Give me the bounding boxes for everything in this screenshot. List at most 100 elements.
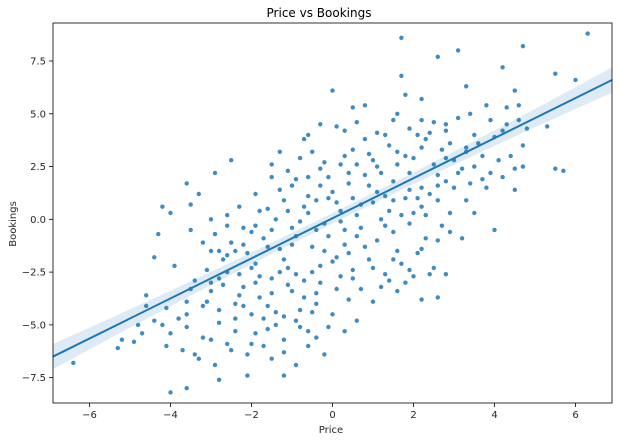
data-point [200, 335, 206, 340]
data-point [370, 299, 376, 304]
data-point [306, 132, 311, 138]
data-point [435, 198, 440, 203]
data-point [387, 278, 392, 283]
data-point [370, 200, 376, 205]
data-point [472, 164, 477, 169]
data-point [293, 272, 299, 277]
data-point [261, 236, 266, 241]
data-point [277, 246, 282, 252]
data-point [220, 257, 226, 262]
data-point [362, 172, 368, 178]
data-point [391, 257, 396, 262]
data-point [152, 318, 157, 323]
data-point [322, 160, 327, 165]
data-point [310, 244, 315, 249]
x-ticks: −6 −4 −2 0 2 4 6 [82, 403, 579, 421]
data-point [374, 130, 380, 135]
data-point [455, 115, 461, 121]
data-point [322, 248, 327, 254]
data-point [516, 103, 521, 108]
data-point [180, 348, 185, 353]
data-point [306, 329, 311, 334]
data-point [387, 208, 392, 214]
data-point [464, 84, 469, 89]
data-point [472, 132, 477, 138]
data-point [281, 373, 287, 378]
data-point [245, 250, 250, 256]
data-point [374, 164, 380, 169]
y-tick-label: −5.0 [22, 320, 46, 331]
data-point [500, 128, 505, 133]
data-point [281, 198, 287, 203]
data-point [314, 301, 319, 306]
x-tick-label: 0 [329, 410, 335, 421]
data-point [297, 219, 303, 224]
data-point [399, 73, 404, 79]
data-point [318, 166, 323, 171]
data-point [253, 280, 258, 285]
data-point [225, 253, 230, 258]
data-point [366, 151, 372, 157]
data-point [419, 185, 424, 190]
data-point [269, 174, 274, 180]
data-point [370, 158, 376, 163]
data-point [225, 223, 230, 228]
data-point [208, 337, 214, 342]
data-point [419, 204, 424, 209]
data-point [484, 103, 489, 108]
data-point [504, 122, 509, 127]
data-point [354, 162, 359, 167]
data-point [253, 261, 258, 266]
data-point [269, 291, 274, 296]
data-point [281, 337, 287, 342]
data-point [472, 210, 477, 216]
data-point [208, 288, 214, 294]
data-point [403, 280, 408, 285]
data-point [419, 246, 424, 252]
x-tick-label: −4 [163, 410, 178, 421]
data-point [241, 303, 246, 309]
data-point [459, 166, 465, 171]
data-point [496, 158, 501, 163]
data-point [265, 206, 270, 211]
data-point [342, 242, 347, 247]
data-point [144, 293, 149, 298]
data-point [354, 318, 359, 323]
data-point [585, 31, 590, 36]
data-point [285, 208, 291, 214]
data-point [273, 322, 278, 328]
data-point [488, 170, 493, 176]
data-point [253, 331, 258, 336]
data-point [500, 174, 505, 180]
data-point [407, 187, 412, 192]
data-point [168, 331, 173, 336]
data-point [306, 193, 311, 199]
data-point [354, 234, 359, 239]
data-point [443, 272, 449, 277]
data-point [301, 295, 307, 300]
data-point [362, 244, 368, 249]
data-point [273, 217, 278, 222]
data-point [350, 267, 355, 273]
data-point [419, 145, 424, 150]
data-point [383, 132, 388, 138]
data-point [350, 147, 355, 152]
axes: −6 −4 −2 0 2 4 6 −7.5 −5.0 −2.5 0.0 2.5 5.0 7.5 [22, 22, 613, 421]
data-point [419, 96, 424, 102]
data-point [301, 278, 307, 283]
data-point [391, 179, 396, 184]
data-point [293, 318, 299, 323]
data-point [520, 143, 526, 148]
data-point [229, 348, 234, 353]
data-point [443, 128, 449, 133]
data-point [241, 225, 246, 230]
data-point [447, 229, 453, 235]
data-point [184, 312, 189, 317]
data-point [415, 250, 420, 256]
data-point [411, 155, 416, 161]
data-point [403, 153, 408, 159]
data-point [411, 274, 416, 279]
data-point [233, 329, 238, 334]
data-point [362, 136, 368, 142]
